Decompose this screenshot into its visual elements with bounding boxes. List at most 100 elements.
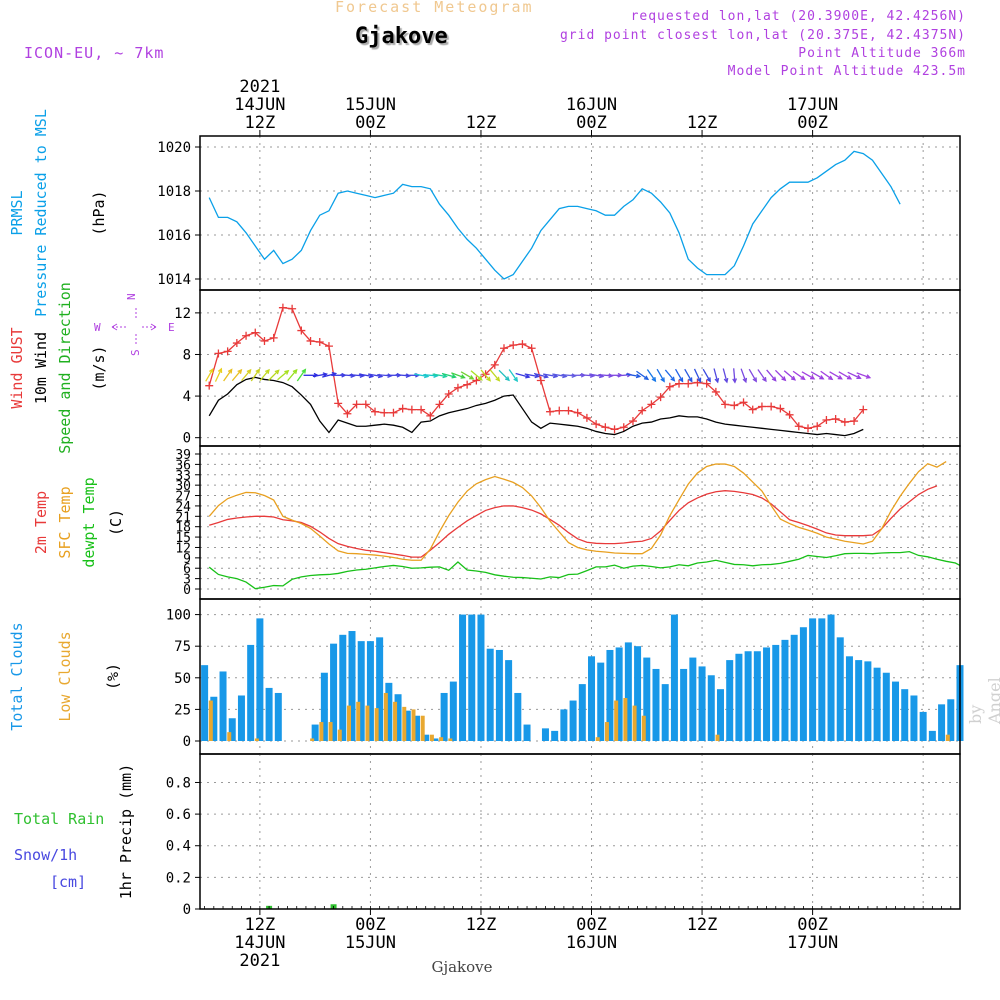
gust-marker bbox=[601, 423, 610, 432]
panel-label: SFC Temp bbox=[56, 486, 74, 558]
wind-arrow bbox=[702, 368, 711, 382]
series-10m-wind bbox=[208, 376, 864, 437]
wind-arrow-head bbox=[292, 368, 298, 374]
wind-arrow-head bbox=[525, 373, 531, 379]
wind-arrow bbox=[664, 369, 675, 382]
y-tick-label: 0 bbox=[183, 431, 191, 447]
gust-marker bbox=[306, 336, 315, 345]
gust-marker bbox=[822, 416, 831, 424]
gust-marker bbox=[398, 404, 407, 413]
bar-total-clouds bbox=[551, 730, 559, 741]
y-tick-label: 12 bbox=[174, 306, 191, 322]
gridpoint-coords: grid point closest lon,lat (20.375E, 42.… bbox=[559, 28, 966, 43]
model-altitude: Model Point Altitude 423.5m bbox=[727, 64, 966, 79]
gust-marker bbox=[840, 418, 849, 427]
wind-arrow bbox=[646, 369, 656, 382]
gust-marker bbox=[260, 336, 269, 345]
bar-total-clouds bbox=[412, 715, 420, 741]
date-label-bottom: 17JUN bbox=[787, 933, 838, 953]
wind-arrow bbox=[432, 373, 447, 378]
bar-total-clouds bbox=[689, 657, 697, 741]
wind-arrow bbox=[441, 372, 456, 378]
bar-low-clouds bbox=[310, 738, 315, 741]
wind-arrow bbox=[223, 369, 233, 382]
gust-marker bbox=[444, 390, 453, 398]
y-tick-label: 8 bbox=[183, 347, 191, 363]
gust-marker bbox=[426, 411, 435, 420]
bar-total-clouds bbox=[809, 618, 817, 741]
gust-marker bbox=[297, 326, 306, 335]
bar-total-clouds bbox=[892, 681, 900, 741]
precip-panel: 0 0.2 0.4 0.6 0.8 Total Rain Snow/1h [cm] 1hr Pr… bbox=[14, 753, 961, 918]
gust-marker bbox=[527, 344, 536, 353]
panel-label: 10m Wind bbox=[32, 332, 50, 404]
y-tick-label: 18 bbox=[175, 521, 191, 536]
bar-low-clouds bbox=[945, 734, 950, 741]
panel-label: Pressure Reduced to MSL bbox=[32, 109, 50, 317]
wind-arrow bbox=[552, 373, 567, 378]
gust-marker bbox=[555, 406, 564, 415]
wind-arrow-head bbox=[771, 376, 777, 382]
bar-total-clouds bbox=[716, 689, 724, 741]
wind-arrow bbox=[543, 373, 558, 378]
panel-label: (m/s) bbox=[90, 345, 108, 390]
bar-low-clouds bbox=[623, 698, 628, 741]
bar-total-clouds bbox=[652, 668, 660, 741]
gust-marker bbox=[518, 340, 527, 349]
wind-arrow bbox=[312, 373, 327, 378]
y-tick-label: 1016 bbox=[157, 228, 191, 244]
gust-marker bbox=[453, 383, 462, 392]
gust-marker bbox=[417, 405, 426, 414]
gust-marker bbox=[435, 400, 444, 409]
gust-marker bbox=[711, 387, 720, 396]
wind-arrow-head bbox=[819, 375, 825, 380]
bar-low-clouds bbox=[356, 701, 361, 741]
wind-arrow bbox=[740, 368, 747, 383]
wind-arrow bbox=[368, 373, 383, 378]
y-tick-label: 1020 bbox=[157, 140, 191, 156]
compass-w: W bbox=[94, 321, 101, 334]
gust-marker bbox=[610, 425, 619, 434]
wind-arrow-head bbox=[217, 367, 223, 373]
hour-label-bottom: 00Z bbox=[576, 915, 607, 935]
wind-arrow bbox=[656, 368, 665, 382]
date-label-top: 17JUN bbox=[787, 95, 838, 115]
bar-total-clouds bbox=[422, 734, 430, 741]
y-tick-label: 30 bbox=[175, 479, 191, 494]
bar-total-clouds bbox=[772, 644, 780, 741]
panel-label: (hPa) bbox=[90, 190, 108, 235]
y-tick-label: 39 bbox=[175, 448, 191, 463]
point-altitude: Point Altitude 366m bbox=[798, 46, 966, 61]
gust-marker bbox=[757, 402, 766, 411]
bar-total-clouds bbox=[247, 644, 255, 741]
gust-marker bbox=[380, 408, 389, 417]
wind-arrow-head bbox=[856, 374, 862, 380]
bar-total-clouds bbox=[514, 692, 522, 741]
bar-total-clouds bbox=[781, 639, 789, 741]
gust-marker bbox=[343, 409, 352, 418]
bar-total-clouds bbox=[440, 692, 448, 741]
bar-total-clouds bbox=[376, 637, 384, 741]
panel-label: dewpt Temp bbox=[80, 477, 98, 567]
bar-total-clouds bbox=[744, 651, 752, 741]
bar-total-clouds bbox=[523, 724, 531, 741]
wind-arrow bbox=[748, 368, 757, 382]
bar-total-clouds bbox=[634, 646, 642, 741]
wind-panel: 0 4 8 12 Wind GUST 10m Wind Speed and Directio… bbox=[8, 282, 961, 454]
date-label-bottom: 15JUN bbox=[345, 933, 396, 953]
bar-total-clouds bbox=[763, 647, 771, 741]
wind-arrow bbox=[733, 368, 736, 383]
hour-label-top: 12Z bbox=[466, 113, 497, 133]
wind-arrow-head bbox=[660, 377, 665, 383]
gust-marker bbox=[628, 417, 637, 426]
bar-total-clouds bbox=[541, 728, 549, 741]
gust-marker bbox=[767, 402, 776, 411]
y-tick-label: 33 bbox=[175, 469, 191, 484]
wind-arrow-head bbox=[696, 377, 702, 383]
bar-low-clouds bbox=[227, 732, 232, 741]
bar-total-clouds bbox=[753, 651, 761, 741]
chart-suptitle: Forecast Meteogram bbox=[335, 0, 534, 16]
panel-label: (C) bbox=[107, 509, 125, 536]
panel-label: Speed and Direction bbox=[56, 282, 74, 454]
